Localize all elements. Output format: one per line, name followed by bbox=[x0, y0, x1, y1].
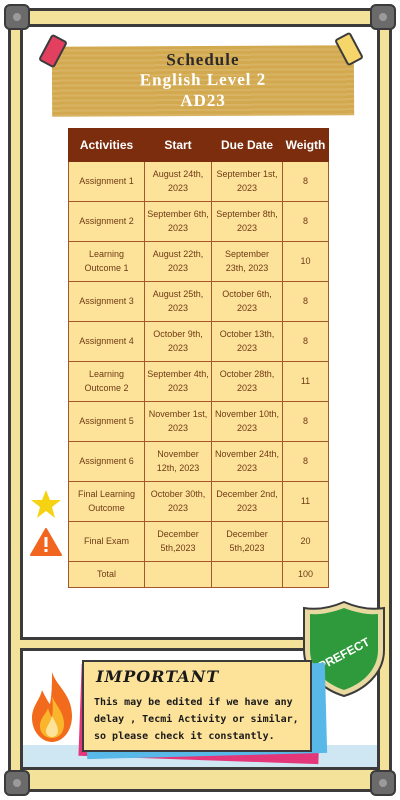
table-row: Learning Outcome 2 September 4th, 2023 O… bbox=[68, 361, 329, 402]
cell-start: September 6th, 2023 bbox=[144, 201, 212, 242]
cell-weight: 8 bbox=[282, 401, 329, 442]
cell-due: October 6th, 2023 bbox=[211, 281, 283, 322]
table-row: Assignment 1 August 24th, 2023 September… bbox=[68, 161, 329, 202]
schedule-table: Activities Start Due Date Weigth Assignm… bbox=[68, 128, 329, 588]
header-start: Start bbox=[144, 128, 212, 162]
cell-start: November 12th, 2023 bbox=[144, 441, 212, 482]
star-icon bbox=[31, 490, 61, 518]
cell-activity: Assignment 4 bbox=[68, 321, 145, 362]
title-code: AD23 bbox=[180, 90, 226, 111]
cell-due: December 5th,2023 bbox=[211, 521, 283, 562]
cell-due: September 1st, 2023 bbox=[211, 161, 283, 202]
cell-total-label: Total bbox=[68, 561, 145, 588]
prefect-badge: PREFECT bbox=[303, 600, 385, 698]
note-body: This may be edited if we have any delay … bbox=[94, 697, 299, 742]
table-row: Learning Outcome 1 August 22th, 2023 Sep… bbox=[68, 241, 329, 282]
cell-start: August 22th, 2023 bbox=[144, 241, 212, 282]
cell-due: October 13th, 2023 bbox=[211, 321, 283, 362]
cell-activity: Learning Outcome 2 bbox=[68, 361, 145, 402]
cell-start: October 30th, 2023 bbox=[144, 481, 212, 522]
cell-activity: Assignment 1 bbox=[68, 161, 145, 202]
cell-total-start bbox=[144, 561, 212, 588]
header-weight: Weigth bbox=[282, 128, 329, 162]
title-course: English Level 2 bbox=[139, 69, 267, 90]
corner-bolt-top-right bbox=[370, 4, 396, 30]
cell-weight: 11 bbox=[282, 481, 329, 522]
cell-activity: Final Learning Outcome bbox=[68, 481, 145, 522]
cell-weight: 8 bbox=[282, 201, 329, 242]
cell-activity: Final Exam bbox=[68, 521, 145, 562]
title-schedule: Schedule bbox=[166, 49, 240, 70]
corner-bolt-top-left bbox=[4, 4, 30, 30]
cell-due: September 8th, 2023 bbox=[211, 201, 283, 242]
cell-start: October 9th, 2023 bbox=[144, 321, 212, 362]
cell-weight: 11 bbox=[282, 361, 329, 402]
table-row: Assignment 5 November 1st, 2023 November… bbox=[68, 401, 329, 442]
cell-activity: Assignment 3 bbox=[68, 281, 145, 322]
cell-due: October 28th, 2023 bbox=[211, 361, 283, 402]
cell-due: September 23th, 2023 bbox=[211, 241, 283, 282]
cell-weight: 8 bbox=[282, 441, 329, 482]
cell-total-weight: 100 bbox=[282, 561, 329, 588]
cell-due: November 24th, 2023 bbox=[211, 441, 283, 482]
header-activities: Activities bbox=[68, 128, 145, 162]
cell-activity: Assignment 6 bbox=[68, 441, 145, 482]
note-title: IMPORTANT bbox=[96, 667, 220, 686]
table-row: Assignment 2 September 6th, 2023 Septemb… bbox=[68, 201, 329, 242]
cell-activity: Assignment 5 bbox=[68, 401, 145, 442]
cell-due: December 2nd, 2023 bbox=[211, 481, 283, 522]
cell-weight: 10 bbox=[282, 241, 329, 282]
corner-bolt-bottom-left bbox=[4, 770, 30, 796]
table-row: Assignment 6 November 12th, 2023 Novembe… bbox=[68, 441, 329, 482]
cell-start: November 1st, 2023 bbox=[144, 401, 212, 442]
cell-activity: Assignment 2 bbox=[68, 201, 145, 242]
flame-icon bbox=[32, 672, 72, 742]
cell-start: September 4th, 2023 bbox=[144, 361, 212, 402]
table-total-row: Total 100 bbox=[68, 561, 329, 588]
important-note: IMPORTANT This may be edited if we have … bbox=[82, 660, 312, 752]
cell-weight: 8 bbox=[282, 281, 329, 322]
table-header-row: Activities Start Due Date Weigth bbox=[68, 128, 329, 162]
cell-activity: Learning Outcome 1 bbox=[68, 241, 145, 282]
cell-due: November 10th, 2023 bbox=[211, 401, 283, 442]
table-row: Final Exam December 5th,2023 December 5t… bbox=[68, 521, 329, 562]
warning-icon bbox=[30, 528, 62, 556]
cell-weight: 20 bbox=[282, 521, 329, 562]
table-row: Final Learning Outcome October 30th, 202… bbox=[68, 481, 329, 522]
table-row: Assignment 4 October 9th, 2023 October 1… bbox=[68, 321, 329, 362]
cell-start: August 24th, 2023 bbox=[144, 161, 212, 202]
corner-bolt-bottom-right bbox=[370, 770, 396, 796]
cell-weight: 8 bbox=[282, 321, 329, 362]
header-due-date: Due Date bbox=[211, 128, 283, 162]
cell-weight: 8 bbox=[282, 161, 329, 202]
table-row: Assignment 3 August 25th, 2023 October 6… bbox=[68, 281, 329, 322]
cell-start: August 25th, 2023 bbox=[144, 281, 212, 322]
title-card: Schedule English Level 2 AD23 bbox=[51, 45, 355, 117]
cell-total-due bbox=[211, 561, 283, 588]
cell-start: December 5th,2023 bbox=[144, 521, 212, 562]
